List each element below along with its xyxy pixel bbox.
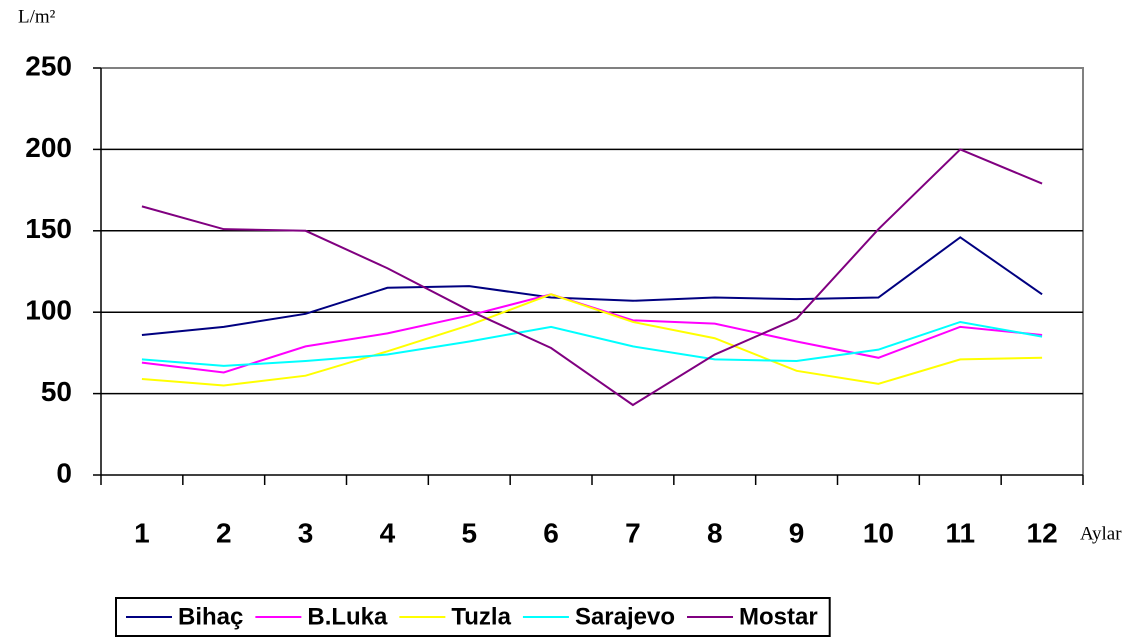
x-tick-label: 1 <box>134 517 150 548</box>
series-line <box>141 320 1043 367</box>
legend-label: Bihaç <box>178 603 243 630</box>
y-tick-label: 200 <box>25 132 72 163</box>
y-tick-label: 150 <box>25 213 72 244</box>
y-tick-label: 0 <box>56 457 72 488</box>
x-tick-label: 4 <box>380 517 396 548</box>
series-line <box>141 293 1043 374</box>
x-tick-label: 5 <box>461 517 477 548</box>
x-tick-label: 10 <box>863 517 894 548</box>
y-tick-label: 250 <box>25 50 72 81</box>
x-tick-label: 6 <box>543 517 559 548</box>
x-axis-label: Aylar <box>1080 523 1122 544</box>
x-tick-label: 8 <box>707 517 723 548</box>
y-tick-label: 100 <box>25 295 72 326</box>
x-tick-label: 9 <box>789 517 805 548</box>
series-line <box>141 148 1043 407</box>
x-tick-label: 7 <box>625 517 641 548</box>
legend-label: B.Luka <box>307 603 388 630</box>
x-tick-label: 3 <box>298 517 314 548</box>
legend-label: Sarajevo <box>575 603 675 630</box>
series-line <box>141 293 1043 387</box>
series-line <box>141 236 1043 336</box>
legend-label: Tuzla <box>451 603 511 630</box>
x-tick-label: 2 <box>216 517 232 548</box>
y-tick-label: 50 <box>41 376 72 407</box>
plot-border <box>101 67 1084 475</box>
x-tick-label: 11 <box>945 517 975 548</box>
y-axis-label: L/m² <box>18 6 56 27</box>
x-tick-label: 12 <box>1027 517 1058 548</box>
legend-label: Mostar <box>739 603 818 630</box>
